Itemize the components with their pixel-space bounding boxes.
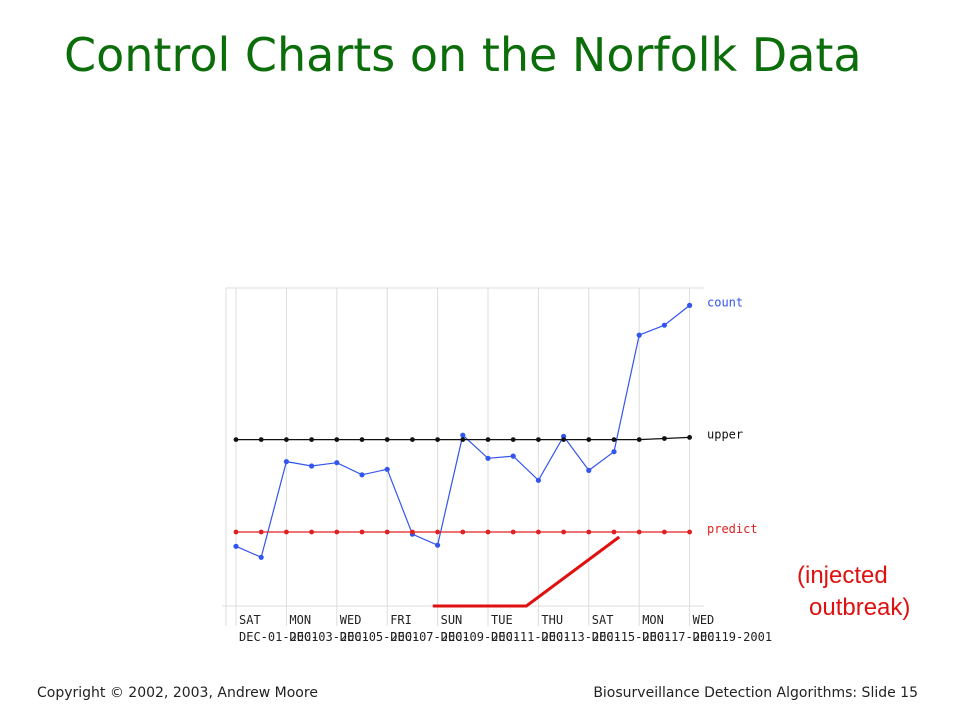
data-point-predict bbox=[410, 529, 415, 535]
data-point-predict bbox=[561, 529, 566, 535]
data-point-count bbox=[661, 322, 668, 328]
data-point-predict bbox=[435, 529, 440, 535]
data-point-count bbox=[384, 466, 390, 472]
outbreak-annotation-line2: outbreak) bbox=[809, 594, 911, 621]
data-point-upper bbox=[586, 437, 592, 442]
x-tick-day: FRI bbox=[390, 613, 412, 627]
data-point-count bbox=[687, 302, 693, 308]
outbreak-annotation-line1: (injected bbox=[797, 562, 888, 589]
data-point-upper bbox=[561, 437, 566, 442]
slide-title: Control Charts on the Norfolk Data bbox=[64, 28, 862, 82]
data-point-predict bbox=[662, 529, 667, 535]
x-tick-day: THU bbox=[541, 613, 563, 627]
data-point-upper bbox=[258, 437, 264, 442]
x-tick-date: DEC-07-2001 bbox=[390, 630, 469, 644]
data-point-upper bbox=[435, 437, 440, 442]
footer-slide-info: Biosurveillance Detection Algorithms: Sl… bbox=[593, 685, 918, 701]
data-point-count bbox=[359, 472, 365, 478]
x-tick-date: DEC-11-2001 bbox=[491, 630, 570, 644]
data-point-upper bbox=[611, 437, 617, 442]
data-point-predict bbox=[359, 529, 365, 535]
outbreak-marker-line bbox=[432, 535, 621, 608]
data-point-upper bbox=[359, 437, 365, 442]
x-tick-day: MON bbox=[289, 613, 311, 627]
data-point-count bbox=[258, 554, 264, 560]
data-point-upper bbox=[636, 437, 642, 442]
data-point-predict bbox=[284, 529, 289, 535]
data-point-count bbox=[460, 432, 466, 438]
data-point-predict bbox=[309, 529, 314, 535]
data-point-predict bbox=[536, 529, 541, 535]
x-tick-date: DEC-09-2001 bbox=[441, 630, 520, 644]
data-point-predict bbox=[258, 529, 264, 535]
x-tick-day: SUN bbox=[441, 613, 463, 627]
data-point-predict bbox=[611, 529, 617, 535]
data-point-upper bbox=[334, 437, 340, 442]
x-tick-day: SAT bbox=[592, 613, 614, 627]
x-tick-date: DEC-03-2001 bbox=[289, 630, 368, 644]
data-point-count bbox=[283, 459, 289, 465]
data-point-upper bbox=[233, 437, 239, 442]
data-point-upper bbox=[460, 437, 466, 442]
series-line-count bbox=[235, 304, 690, 559]
data-point-count bbox=[611, 449, 617, 455]
data-point-predict bbox=[687, 529, 692, 535]
data-point-count bbox=[535, 477, 542, 483]
data-point-predict bbox=[586, 529, 592, 535]
data-point-count bbox=[636, 332, 642, 338]
data-point-upper bbox=[384, 437, 390, 442]
data-point-count bbox=[510, 453, 516, 459]
data-point-upper bbox=[309, 437, 314, 442]
x-tick-date: DEC-19-2001 bbox=[693, 630, 772, 644]
data-point-predict bbox=[334, 529, 340, 535]
data-point-count bbox=[586, 467, 592, 473]
data-point-count bbox=[435, 542, 441, 548]
data-point-upper bbox=[485, 437, 491, 442]
x-tick-date: DEC-15-2001 bbox=[592, 630, 671, 644]
legend-label-predict: predict bbox=[707, 522, 758, 536]
data-point-upper bbox=[687, 435, 692, 440]
data-point-upper bbox=[662, 436, 667, 441]
data-point-count bbox=[334, 460, 340, 466]
footer-copyright: Copyright © 2002, 2003, Andrew Moore bbox=[37, 685, 318, 701]
x-tick-date: DEC-17-2001 bbox=[642, 630, 721, 644]
x-tick-day: TUE bbox=[491, 613, 513, 627]
data-point-upper bbox=[510, 437, 516, 442]
x-tick-day: WED bbox=[340, 613, 362, 627]
x-tick-day: SAT bbox=[239, 613, 261, 627]
x-tick-date: DEC-05-2001 bbox=[340, 630, 419, 644]
data-point-upper bbox=[284, 437, 289, 442]
x-tick-day: MON bbox=[642, 613, 664, 627]
data-point-count bbox=[485, 455, 491, 461]
data-point-predict bbox=[636, 529, 642, 535]
legend-label-upper: upper bbox=[707, 427, 743, 441]
data-point-count bbox=[233, 543, 239, 549]
data-point-predict bbox=[485, 529, 491, 535]
data-point-predict bbox=[510, 529, 516, 535]
data-point-predict bbox=[460, 529, 466, 535]
data-point-predict bbox=[233, 529, 239, 535]
x-tick-date: DEC-01-2001 bbox=[239, 630, 318, 644]
data-point-upper bbox=[410, 437, 415, 442]
data-point-upper bbox=[536, 437, 541, 442]
data-point-count bbox=[309, 463, 315, 469]
data-point-predict bbox=[384, 529, 390, 535]
x-tick-day: WED bbox=[693, 613, 715, 627]
x-tick-date: DEC-13-2001 bbox=[541, 630, 620, 644]
legend-label-count: count bbox=[707, 295, 743, 309]
